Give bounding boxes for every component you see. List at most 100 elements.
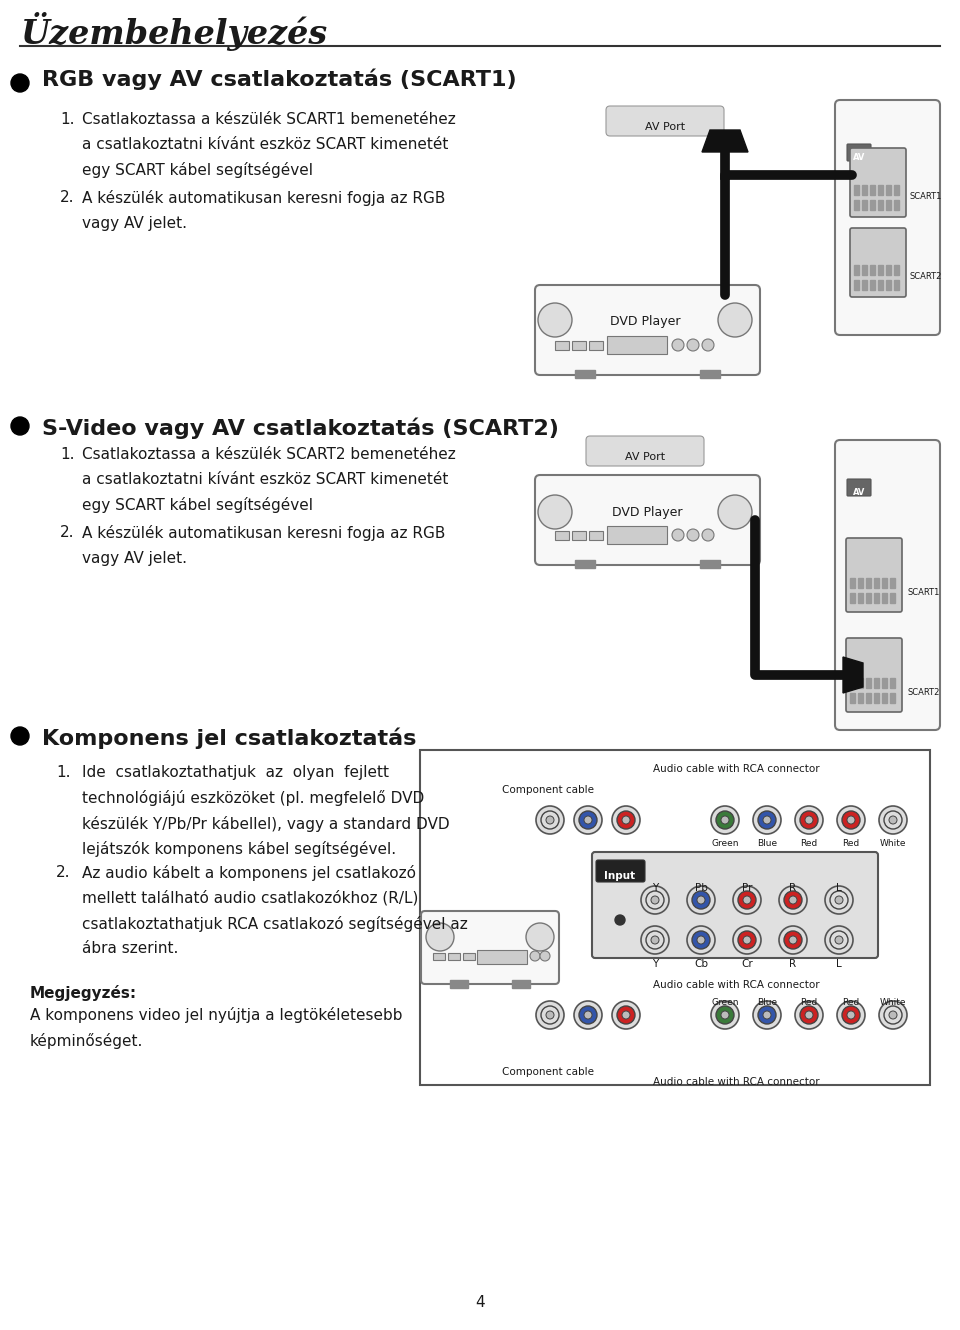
- Circle shape: [800, 1005, 818, 1024]
- Bar: [866, 693, 871, 704]
- Circle shape: [540, 951, 550, 962]
- Bar: [870, 281, 875, 290]
- FancyBboxPatch shape: [535, 475, 760, 565]
- Text: 4: 4: [475, 1295, 485, 1310]
- Circle shape: [835, 896, 843, 904]
- Text: 2.: 2.: [60, 525, 75, 540]
- Circle shape: [536, 806, 564, 834]
- Bar: [850, 693, 855, 704]
- Bar: [870, 185, 875, 196]
- Text: Red: Red: [842, 839, 859, 849]
- Bar: [572, 531, 586, 540]
- Bar: [878, 200, 883, 210]
- Circle shape: [733, 886, 761, 914]
- Circle shape: [789, 936, 797, 944]
- Text: AV: AV: [852, 153, 865, 162]
- Circle shape: [884, 1005, 902, 1024]
- FancyBboxPatch shape: [535, 285, 760, 375]
- Circle shape: [687, 339, 699, 351]
- Circle shape: [779, 926, 807, 954]
- Circle shape: [743, 896, 751, 904]
- Circle shape: [646, 891, 664, 908]
- Text: A komponens video jel nyújtja a legtökéletesebb
képminőséget.: A komponens video jel nyújtja a legtökél…: [30, 1007, 402, 1049]
- Circle shape: [842, 1005, 860, 1024]
- Text: Component cable: Component cable: [501, 785, 593, 795]
- Circle shape: [721, 1011, 729, 1019]
- Circle shape: [789, 896, 797, 904]
- Text: Komponens jel csatlakoztatás: Komponens jel csatlakoztatás: [42, 728, 417, 749]
- Circle shape: [646, 931, 664, 950]
- Text: S-Video vagy AV csatlakoztatás (SCART2): S-Video vagy AV csatlakoztatás (SCART2): [42, 418, 559, 439]
- Text: Red: Red: [801, 998, 818, 1007]
- Text: L: L: [836, 959, 842, 970]
- Text: AV Port: AV Port: [645, 122, 685, 132]
- Circle shape: [579, 1005, 597, 1024]
- Circle shape: [612, 806, 640, 834]
- Bar: [575, 560, 595, 568]
- Circle shape: [800, 811, 818, 829]
- Circle shape: [830, 931, 848, 950]
- Text: Pr: Pr: [742, 883, 753, 892]
- Bar: [882, 593, 887, 602]
- Bar: [463, 954, 475, 960]
- Circle shape: [538, 495, 572, 529]
- Circle shape: [711, 806, 739, 834]
- Circle shape: [716, 1005, 734, 1024]
- Text: Red: Red: [842, 998, 859, 1007]
- Text: Blue: Blue: [756, 998, 777, 1007]
- Text: White: White: [879, 998, 906, 1007]
- Circle shape: [795, 1001, 823, 1029]
- Text: R: R: [789, 883, 797, 892]
- Circle shape: [835, 936, 843, 944]
- Circle shape: [651, 936, 659, 944]
- Circle shape: [702, 529, 714, 541]
- Bar: [890, 593, 895, 602]
- Circle shape: [830, 891, 848, 908]
- Bar: [866, 678, 871, 688]
- FancyBboxPatch shape: [596, 861, 645, 882]
- Text: 2.: 2.: [56, 864, 70, 880]
- Circle shape: [622, 1011, 630, 1019]
- Bar: [700, 370, 720, 378]
- Text: Y: Y: [652, 883, 659, 892]
- Polygon shape: [702, 130, 748, 152]
- Bar: [854, 200, 859, 210]
- Circle shape: [779, 886, 807, 914]
- Circle shape: [733, 926, 761, 954]
- Circle shape: [579, 811, 597, 829]
- Circle shape: [889, 1011, 897, 1019]
- Polygon shape: [843, 657, 863, 693]
- Text: A készülék automatikusan keresni fogja az RGB
vagy AV jelet.: A készülék automatikusan keresni fogja a…: [82, 525, 445, 565]
- Circle shape: [743, 936, 751, 944]
- Circle shape: [847, 817, 855, 825]
- Text: 1.: 1.: [60, 112, 75, 126]
- Bar: [874, 693, 879, 704]
- Circle shape: [622, 817, 630, 825]
- FancyBboxPatch shape: [835, 100, 940, 335]
- Bar: [866, 579, 871, 588]
- Bar: [886, 185, 891, 196]
- Text: Input: Input: [605, 871, 636, 880]
- Bar: [858, 693, 863, 704]
- Bar: [555, 531, 569, 540]
- Text: Green: Green: [711, 839, 739, 849]
- Circle shape: [617, 1005, 635, 1024]
- Circle shape: [641, 886, 669, 914]
- Text: 1.: 1.: [60, 447, 75, 462]
- Text: RGB vagy AV csatlakoztatás (SCART1): RGB vagy AV csatlakoztatás (SCART1): [42, 68, 516, 89]
- Bar: [894, 200, 899, 210]
- Bar: [555, 340, 569, 350]
- Bar: [874, 678, 879, 688]
- Text: Pb: Pb: [695, 883, 708, 892]
- Circle shape: [837, 806, 865, 834]
- Circle shape: [651, 896, 659, 904]
- Bar: [850, 678, 855, 688]
- Bar: [886, 200, 891, 210]
- Text: Ide  csatlakoztathatjuk  az  olyan  fejlett
technológiájú eszközöket (pl. megfel: Ide csatlakoztathatjuk az olyan fejlett …: [82, 765, 449, 858]
- FancyBboxPatch shape: [421, 911, 559, 984]
- Bar: [589, 340, 603, 350]
- Text: L: L: [836, 883, 842, 892]
- Circle shape: [546, 1011, 554, 1019]
- Circle shape: [692, 931, 710, 950]
- Circle shape: [615, 915, 625, 924]
